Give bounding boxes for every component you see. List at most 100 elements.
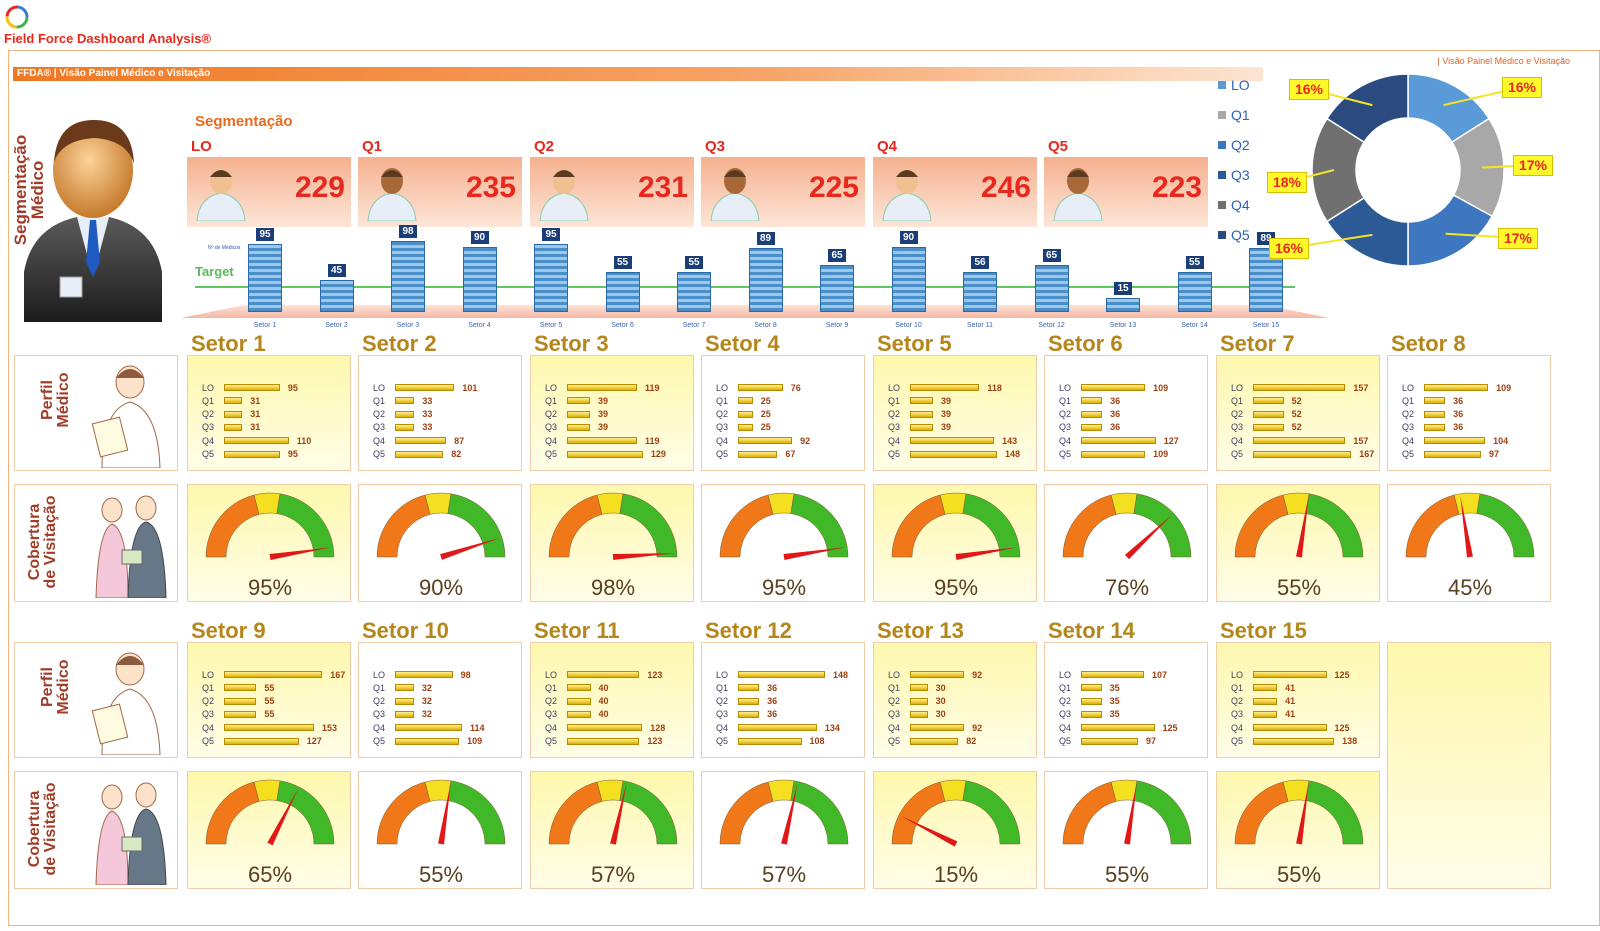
- profile-bar-row: Q3 25: [716, 421, 771, 434]
- profile-bar-row: Q4 110: [202, 434, 311, 447]
- sector-building-bar[interactable]: [748, 247, 783, 312]
- profile-bar-row: LO 101: [373, 381, 477, 394]
- profile-bar: [395, 450, 444, 458]
- profile-bar-row: Q3 36: [1059, 421, 1120, 434]
- doctor-icon: [710, 168, 760, 221]
- sector-profile-chart[interactable]: LO 95 Q1 31 Q2 31 Q3 31 Q4 110 Q5 95: [187, 355, 351, 471]
- profile-bar-label: Q4: [1402, 435, 1415, 446]
- segment-label-q3: Q3: [705, 138, 726, 155]
- sector-profile-chart[interactable]: LO 119 Q1 39 Q2 39 Q3 39 Q4 119 Q5 129: [530, 355, 694, 471]
- segment-card-lo[interactable]: 229: [187, 157, 351, 227]
- sector-coverage-gauge[interactable]: 55%: [358, 771, 522, 889]
- sector-coverage-gauge[interactable]: 55%: [1044, 771, 1208, 889]
- profile-bar: [1081, 724, 1155, 732]
- sector-building-value: 90: [470, 231, 489, 245]
- sector-coverage-gauge[interactable]: 55%: [1216, 771, 1380, 889]
- sector-coverage-gauge[interactable]: 95%: [187, 484, 351, 602]
- sector-building-bar[interactable]: [1034, 265, 1069, 312]
- sector-building-bar[interactable]: [820, 265, 854, 312]
- sector-coverage-gauge[interactable]: 55%: [1216, 484, 1380, 602]
- sector-building-bar[interactable]: [605, 272, 640, 312]
- profile-bar-row: Q1 39: [545, 394, 608, 407]
- sector-building-value: 55: [685, 256, 703, 270]
- profile-bar-value: 33: [422, 422, 433, 433]
- sector-building-bar[interactable]: [1106, 298, 1140, 312]
- sector-profile-chart[interactable]: LO 118 Q1 39 Q2 39 Q3 39 Q4 143 Q5 148: [873, 355, 1037, 471]
- profile-bar: [1253, 450, 1352, 458]
- sector-coverage-gauge[interactable]: 65%: [187, 771, 351, 889]
- breadcrumb[interactable]: | Visão Painel Médico e Visitação: [1437, 56, 1570, 66]
- sector-profile-chart[interactable]: LO 148 Q1 36 Q2 36 Q3 36 Q4 134 Q5 108: [701, 642, 865, 758]
- profile-bar-label: Q5: [202, 736, 215, 746]
- sector-coverage-gauge[interactable]: 95%: [873, 484, 1037, 602]
- profile-bar: [224, 397, 243, 405]
- sector-building-bar[interactable]: [1249, 247, 1283, 312]
- profile-bar-label: Q3: [716, 422, 729, 433]
- profile-bar-row: Q4 92: [716, 434, 810, 447]
- legend-label: Q1: [1231, 107, 1250, 123]
- profile-bar-value: 40: [598, 682, 609, 693]
- profile-bar: [567, 450, 643, 458]
- sector-building-bar[interactable]: [534, 243, 568, 312]
- sector-building-bar[interactable]: [677, 272, 711, 312]
- profile-bar-label: Q4: [716, 722, 729, 733]
- profile-bar: [1253, 697, 1278, 705]
- sector-profile-chart[interactable]: LO 109 Q1 36 Q2 36 Q3 36 Q4 127 Q5 109: [1044, 355, 1208, 471]
- sector-building-label: Setor 9: [825, 322, 849, 329]
- profile-bar-value: 25: [760, 409, 771, 420]
- sector-building-bar[interactable]: [462, 247, 497, 312]
- sector-coverage-gauge[interactable]: 95%: [701, 484, 865, 602]
- profile-bar-value: 76: [790, 382, 801, 393]
- sector-profile-chart[interactable]: LO 157 Q1 52 Q2 52 Q3 52 Q4 157 Q5 167: [1216, 355, 1380, 471]
- profile-bar-value: 39: [597, 409, 608, 420]
- sector-profile-chart[interactable]: LO 125 Q1 41 Q2 41 Q3 41 Q4 125 Q5 138: [1216, 642, 1380, 758]
- gauge-percent: 15%: [933, 862, 979, 887]
- sector-coverage-gauge[interactable]: 15%: [873, 771, 1037, 889]
- sector-coverage-gauge[interactable]: 57%: [701, 771, 865, 889]
- sector-building-bar[interactable]: [319, 279, 354, 312]
- sector-coverage-gauge[interactable]: 90%: [358, 484, 522, 602]
- sector-coverage-gauge[interactable]: 45%: [1387, 484, 1551, 602]
- sector-building-label: Setor 5: [539, 322, 563, 329]
- segment-card-q5[interactable]: 223: [1044, 157, 1208, 227]
- sector-building-bar[interactable]: [1177, 272, 1212, 312]
- segment-card-q2[interactable]: 231: [530, 157, 694, 227]
- sector-profile-chart[interactable]: LO 107 Q1 35 Q2 35 Q3 35 Q4 125 Q5 97: [1044, 642, 1208, 758]
- sector-profile-chart[interactable]: LO 167 Q1 55 Q2 55 Q3 55 Q4 153 Q5 127: [187, 642, 351, 758]
- sector-coverage-gauge[interactable]: 98%: [530, 484, 694, 602]
- donut-value-label: 17%: [1513, 155, 1553, 176]
- segment-card-q4[interactable]: 246: [873, 157, 1037, 227]
- profile-bar-row: Q2 25: [716, 408, 771, 421]
- profile-bar-value: 39: [940, 422, 951, 433]
- sector-profile-chart[interactable]: LO 123 Q1 40 Q2 40 Q3 40 Q4 128 Q5 123: [530, 642, 694, 758]
- sector-building-bar[interactable]: [248, 243, 282, 312]
- profile-bar-label: Q4: [1231, 435, 1244, 446]
- profile-bar: [567, 423, 590, 431]
- profile-bar: [738, 724, 817, 732]
- profile-bar: [738, 410, 753, 418]
- gauge-band: [719, 494, 774, 558]
- sector-building-bar[interactable]: [963, 271, 997, 312]
- profile-bar-row: Q5 167: [1231, 448, 1374, 461]
- sector-profile-chart[interactable]: LO 76 Q1 25 Q2 25 Q3 25 Q4 92 Q5 67: [701, 355, 865, 471]
- profile-bar-label: Q1: [373, 395, 386, 406]
- sector-coverage-gauge[interactable]: 57%: [530, 771, 694, 889]
- gauge-band: [1234, 494, 1289, 558]
- sector-building-bar[interactable]: [391, 241, 425, 312]
- sector-building-bar[interactable]: [891, 247, 926, 312]
- sector-profile-chart[interactable]: LO 98 Q1 32 Q2 32 Q3 32 Q4 114 Q5 109: [358, 642, 522, 758]
- sector-profile-chart[interactable]: LO 101 Q1 33 Q2 33 Q3 33 Q4 87 Q5 82: [358, 355, 522, 471]
- profile-bar-value: 95: [287, 449, 298, 459]
- sector-coverage-gauge[interactable]: 76%: [1044, 484, 1208, 602]
- sector-profile-chart[interactable]: LO 92 Q1 30 Q2 30 Q3 30 Q4 92 Q5 82: [873, 642, 1037, 758]
- profile-bar-value: 82: [966, 736, 977, 746]
- segment-label-q5: Q5: [1048, 138, 1069, 155]
- legend-label: Q5: [1231, 227, 1250, 243]
- profile-bar-value: 123: [647, 669, 663, 680]
- segment-card-q1[interactable]: 235: [358, 157, 522, 227]
- legend-label: LO: [1231, 77, 1250, 93]
- profile-bar-label: Q3: [545, 709, 558, 720]
- gauge-band: [719, 781, 774, 845]
- sector-profile-chart[interactable]: LO 109 Q1 36 Q2 36 Q3 36 Q4 104 Q5 97: [1387, 355, 1551, 471]
- segment-card-q3[interactable]: 225: [701, 157, 865, 227]
